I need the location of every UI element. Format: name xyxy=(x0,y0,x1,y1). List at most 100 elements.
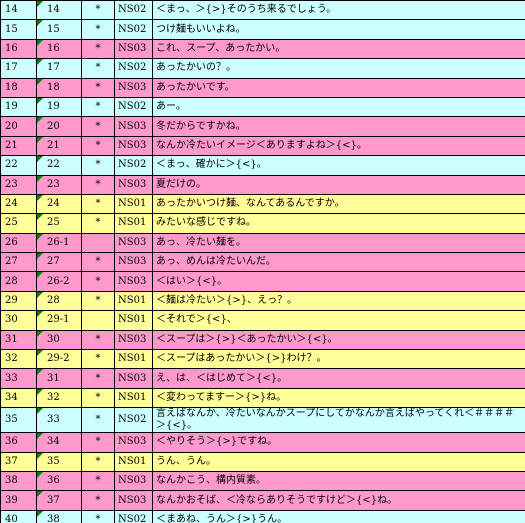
row-number: 35 xyxy=(0,407,37,434)
mark: * xyxy=(81,116,115,137)
table-row: 24 24 * NS01 あったかいつけ麺、なんてあるんですか。 xyxy=(0,193,525,215)
mark: * xyxy=(81,213,115,234)
mark: * xyxy=(81,470,115,492)
table-row: 38 36 * NS03 なんかこう、構内質素。 xyxy=(0,470,525,492)
table-row: 25 25 * NS01 みたいな感じですね。 xyxy=(0,213,525,234)
row-number: 31 xyxy=(0,329,37,351)
mark: * xyxy=(81,58,115,79)
utterance-id: 16 xyxy=(36,38,82,60)
table-row: 34 32 * NS01 ＜変わってますー＞{>}ね。 xyxy=(0,387,525,409)
speaker: NS03 xyxy=(114,329,153,351)
mark: * xyxy=(81,349,115,370)
row-number: 14 xyxy=(0,0,37,21)
speaker: NS02 xyxy=(114,407,153,434)
mark: * xyxy=(81,252,115,273)
utterance-text: なんかこう、構内質素。 xyxy=(152,470,525,492)
utterance-text: あったかいです。 xyxy=(152,77,525,98)
utterance-id: 38 xyxy=(36,509,82,523)
row-number: 27 xyxy=(0,252,37,273)
utterance-text: これ、スープ、あったかい。 xyxy=(152,38,525,60)
table-row: 17 17 * NS02 あったかいの？。 xyxy=(0,58,525,79)
table-row: 21 21 * NS03 なんか冷たいイメージ＜ありますよね＞{<}。 xyxy=(0,135,525,157)
row-number: 18 xyxy=(0,77,37,98)
utterance-id: 29-1 xyxy=(36,310,82,331)
utterance-text: 言えばなんか、冷たいなんかスープにしてかなんか言えばやってくれ＜＃＃＃＃＞{<}… xyxy=(152,407,525,434)
table-row: 35 33 * NS02 言えばなんか、冷たいなんかスープにしてかなんか言えばやってくれ… xyxy=(0,407,525,434)
speaker: NS01 xyxy=(114,193,153,215)
utterance-text: つけ麺もいいよね。 xyxy=(152,19,525,40)
speaker: NS02 xyxy=(114,58,153,79)
utterance-id: 20 xyxy=(36,116,82,137)
row-number: 28 xyxy=(0,271,37,292)
utterance-id: 30 xyxy=(36,329,82,351)
mark: * xyxy=(81,387,115,409)
row-number: 39 xyxy=(0,490,37,511)
mark: * xyxy=(81,174,115,195)
table-row: 23 23 * NS03 夏だけの。 xyxy=(0,174,525,195)
utterance-id: 14 xyxy=(36,0,82,21)
table-row: 22 22 * NS02 ＜まっ、確かに＞{<}。 xyxy=(0,155,525,176)
utterance-id: 26-1 xyxy=(36,232,82,254)
row-number: 40 xyxy=(0,509,37,523)
utterance-text: ＜麺は冷たい＞{>}、えっ？。 xyxy=(152,290,525,312)
utterance-id: 26-2 xyxy=(36,271,82,292)
utterance-id: 19 xyxy=(36,96,82,118)
table-row: 39 37 * NS03 なんかおそば、＜冷ならありそうですけど＞{<}ね。 xyxy=(0,490,525,511)
utterance-text: 冬だからですかね。 xyxy=(152,116,525,137)
utterance-text: あっ、冷たい麺を。 xyxy=(152,232,525,254)
mark: * xyxy=(81,490,115,511)
speaker: NS03 xyxy=(114,432,153,453)
row-number: 25 xyxy=(0,213,37,234)
row-number: 21 xyxy=(0,135,37,157)
mark: * xyxy=(81,368,115,389)
row-number: 19 xyxy=(0,96,37,118)
utterance-text: ＜それで＞{<}、 xyxy=(152,310,525,331)
speaker: NS01 xyxy=(114,213,153,234)
utterance-text: あっ、めんは冷たいんだ。 xyxy=(152,252,525,273)
row-number: 36 xyxy=(0,432,37,453)
table-row: 26 26-1 NS03 あっ、冷たい麺を。 xyxy=(0,232,525,254)
speaker: NS03 xyxy=(114,470,153,492)
mark: * xyxy=(81,0,115,21)
utterance-text: ＜スープは＞{>}＜あったかい＞{<}。 xyxy=(152,329,525,351)
utterance-id: 18 xyxy=(36,77,82,98)
speaker: NS03 xyxy=(114,232,153,254)
mark: * xyxy=(81,290,115,312)
row-number: 26 xyxy=(0,232,37,254)
row-number: 20 xyxy=(0,116,37,137)
table-row: 30 29-1 NS01 ＜それで＞{<}、 xyxy=(0,310,525,331)
row-number: 33 xyxy=(0,368,37,389)
table-row: 16 16 * NS03 これ、スープ、あったかい。 xyxy=(0,38,525,60)
speaker: NS02 xyxy=(114,96,153,118)
table-row: 18 18 * NS03 あったかいです。 xyxy=(0,77,525,98)
utterance-text: あー。 xyxy=(152,96,525,118)
utterance-text: ＜まっ、確かに＞{<}。 xyxy=(152,155,525,176)
table-row: 15 15 * NS02 つけ麺もいいよね。 xyxy=(0,19,525,40)
row-number: 34 xyxy=(0,387,37,409)
speaker: NS03 xyxy=(114,135,153,157)
row-number: 15 xyxy=(0,19,37,40)
table-row: 33 31 * NS03 え、は、＜はじめて＞{<}。 xyxy=(0,368,525,389)
speaker: NS03 xyxy=(114,174,153,195)
utterance-text: ＜はい＞{<}。 xyxy=(152,271,525,292)
utterance-id: 22 xyxy=(36,155,82,176)
utterance-text: ＜まあね、うん＞{>}うん。 xyxy=(152,509,525,523)
row-number: 23 xyxy=(0,174,37,195)
table-row: 37 35 * NS01 うん、うん。 xyxy=(0,451,525,472)
utterance-id: 24 xyxy=(36,193,82,215)
speaker: NS03 xyxy=(114,368,153,389)
utterance-text: なんか冷たいイメージ＜ありますよね＞{<}。 xyxy=(152,135,525,157)
speaker: NS03 xyxy=(114,116,153,137)
row-number: 16 xyxy=(0,38,37,60)
mark xyxy=(81,232,115,254)
mark: * xyxy=(81,77,115,98)
utterance-id: 33 xyxy=(36,407,82,434)
speaker: NS03 xyxy=(114,38,153,60)
speaker: NS01 xyxy=(114,451,153,472)
mark: * xyxy=(81,135,115,157)
utterance-text: みたいな感じですね。 xyxy=(152,213,525,234)
speaker: NS03 xyxy=(114,271,153,292)
utterance-text: あったかいつけ麺、なんてあるんですか。 xyxy=(152,193,525,215)
